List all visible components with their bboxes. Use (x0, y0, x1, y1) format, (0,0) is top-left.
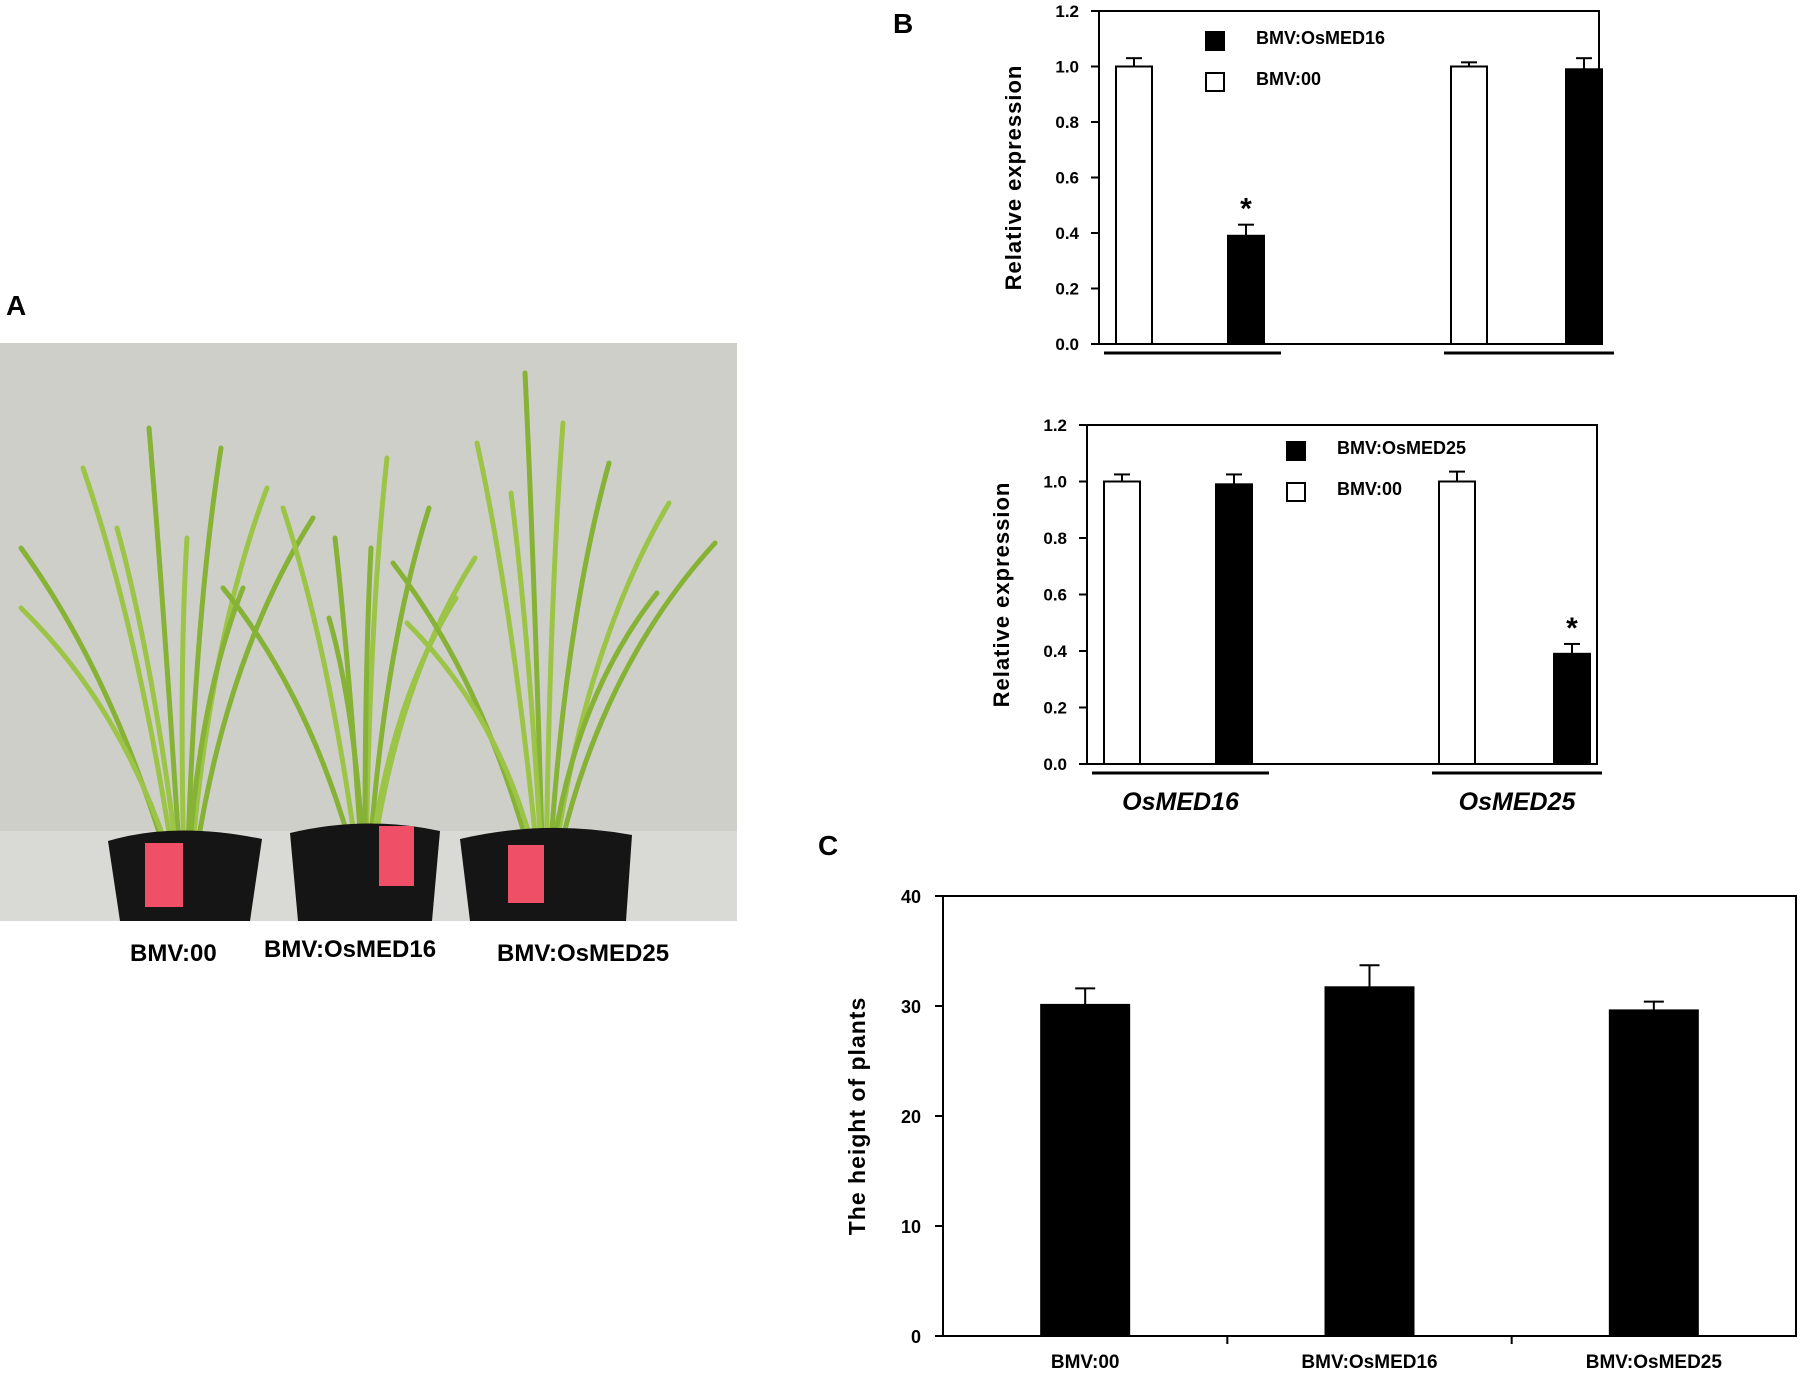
leaf-2-9 (362, 545, 374, 841)
y-tick-label: 1.0 (1043, 473, 1067, 492)
y-tick-label: 1.2 (1055, 2, 1079, 21)
group-label: OsMED25 (1459, 788, 1577, 816)
y-tick-label: 0.2 (1055, 280, 1079, 299)
x-tick-label: BMV:OsMED25 (1586, 1352, 1723, 1373)
group-label: OsMED16 (1122, 788, 1240, 816)
chart-b-osmed16-expression: 0.0 0.2 0.4 0.6 0.8 1.0 1.2 Relative expression… (1001, 2, 1614, 355)
leaf-3-4 (544, 420, 566, 846)
plot-frame (1098, 10, 1600, 345)
leaf-1-7 (194, 515, 316, 851)
label-tag-1 (145, 843, 183, 907)
bar (1324, 986, 1415, 1338)
bar (1215, 483, 1253, 765)
bar (1565, 68, 1603, 346)
y-tick-label: 0.6 (1043, 586, 1067, 605)
bar (1103, 480, 1141, 765)
bar (1227, 234, 1265, 345)
pot-1 (108, 830, 262, 921)
x-tick-label: BMV:OsMED16 (1301, 1352, 1437, 1373)
chart-c-plant-height: 0 10 20 30 40 The height of plants BMV:00 BMV:O… (844, 887, 1797, 1373)
legend-label: BMV:OsMED25 (1337, 438, 1466, 458)
bar (1438, 480, 1476, 765)
leaf-2-5 (368, 505, 432, 841)
photo-caption-bmv-osmed16: BMV:OsMED16 (264, 936, 437, 963)
y-tick-label: 40 (901, 887, 921, 907)
legend-label: BMV:OsMED16 (1256, 28, 1385, 48)
pot-3 (460, 827, 632, 921)
chart-b-osmed25-expression: 0.0 0.2 0.4 0.6 0.8 1.0 1.2 Relative expression… (989, 416, 1602, 816)
leaf-2-8 (370, 595, 459, 841)
y-tick-label: 0.4 (1043, 642, 1067, 661)
y-tick-label: 20 (901, 1107, 921, 1127)
leaf-3-2 (474, 440, 539, 846)
y-axis-label: Relative expression (989, 482, 1014, 708)
bar (1040, 1003, 1131, 1338)
leaf-3-3 (522, 370, 545, 846)
y-tick-label: 0.0 (1055, 335, 1079, 354)
leaf-3-5 (548, 460, 612, 846)
leaf-3-1 (390, 560, 530, 846)
y-tick-label: 30 (901, 997, 921, 1017)
bar (1450, 65, 1488, 345)
leaf-1-8 (18, 605, 170, 851)
significance-star: * (1240, 193, 1252, 226)
y-tick-label: 1.2 (1043, 416, 1067, 435)
leaf-2-7 (326, 615, 365, 841)
y-tick-label: 0.2 (1043, 699, 1067, 718)
label-tag-3 (508, 845, 544, 903)
plot-frame (1086, 424, 1598, 765)
y-tick-label: 0 (911, 1327, 921, 1347)
leaf-2-2 (280, 505, 357, 841)
leaf-1-4 (179, 535, 190, 851)
panel-letter-c: C (818, 830, 839, 861)
y-axis-label: Relative expression (1001, 65, 1026, 291)
leaf-3-9 (551, 590, 660, 846)
y-tick-label: 0.8 (1055, 113, 1079, 132)
y-tick-label: 0.4 (1055, 224, 1079, 243)
photo-caption-bmv00: BMV:00 (130, 940, 217, 967)
legend-swatch (1286, 441, 1306, 461)
y-axis-label: The height of plants (844, 997, 870, 1236)
leaf-1-10 (114, 525, 179, 851)
legend-label: BMV:00 (1256, 69, 1321, 89)
bar (1608, 1009, 1699, 1337)
y-tick-label: 0.8 (1043, 529, 1067, 548)
leaf-1-3 (146, 425, 182, 851)
plant-foliage (18, 370, 718, 851)
pot-2 (290, 823, 440, 921)
y-tick-label: 10 (901, 1217, 921, 1237)
y-tick-label: 1.0 (1055, 58, 1079, 77)
leaf-1-9 (187, 585, 246, 851)
y-tick-label: 0.0 (1043, 755, 1067, 774)
leaf-3-10 (508, 490, 543, 846)
bar (1553, 652, 1591, 765)
legend-label: BMV:00 (1337, 479, 1402, 499)
leaf-1-5 (185, 445, 224, 851)
panel-letter-b: B (893, 8, 914, 39)
leaf-3-7 (559, 540, 718, 846)
legend-swatch (1286, 482, 1306, 502)
y-tick-label: 0.6 (1055, 169, 1079, 188)
significance-star: * (1566, 612, 1578, 645)
legend-swatch (1205, 72, 1225, 92)
leaf-2-1 (220, 585, 351, 841)
legend-swatch (1205, 31, 1225, 51)
panel-letter-a: A (6, 290, 27, 321)
bar (1115, 65, 1153, 345)
leaf-1-2 (80, 465, 174, 851)
leaf-3-8 (404, 620, 534, 846)
photo-caption-bmv-osmed25: BMV:OsMED25 (497, 940, 670, 967)
label-tag-2 (379, 826, 414, 886)
plant-photo (0, 343, 737, 921)
x-tick-label: BMV:00 (1051, 1352, 1120, 1373)
leaf-2-4 (364, 455, 390, 841)
